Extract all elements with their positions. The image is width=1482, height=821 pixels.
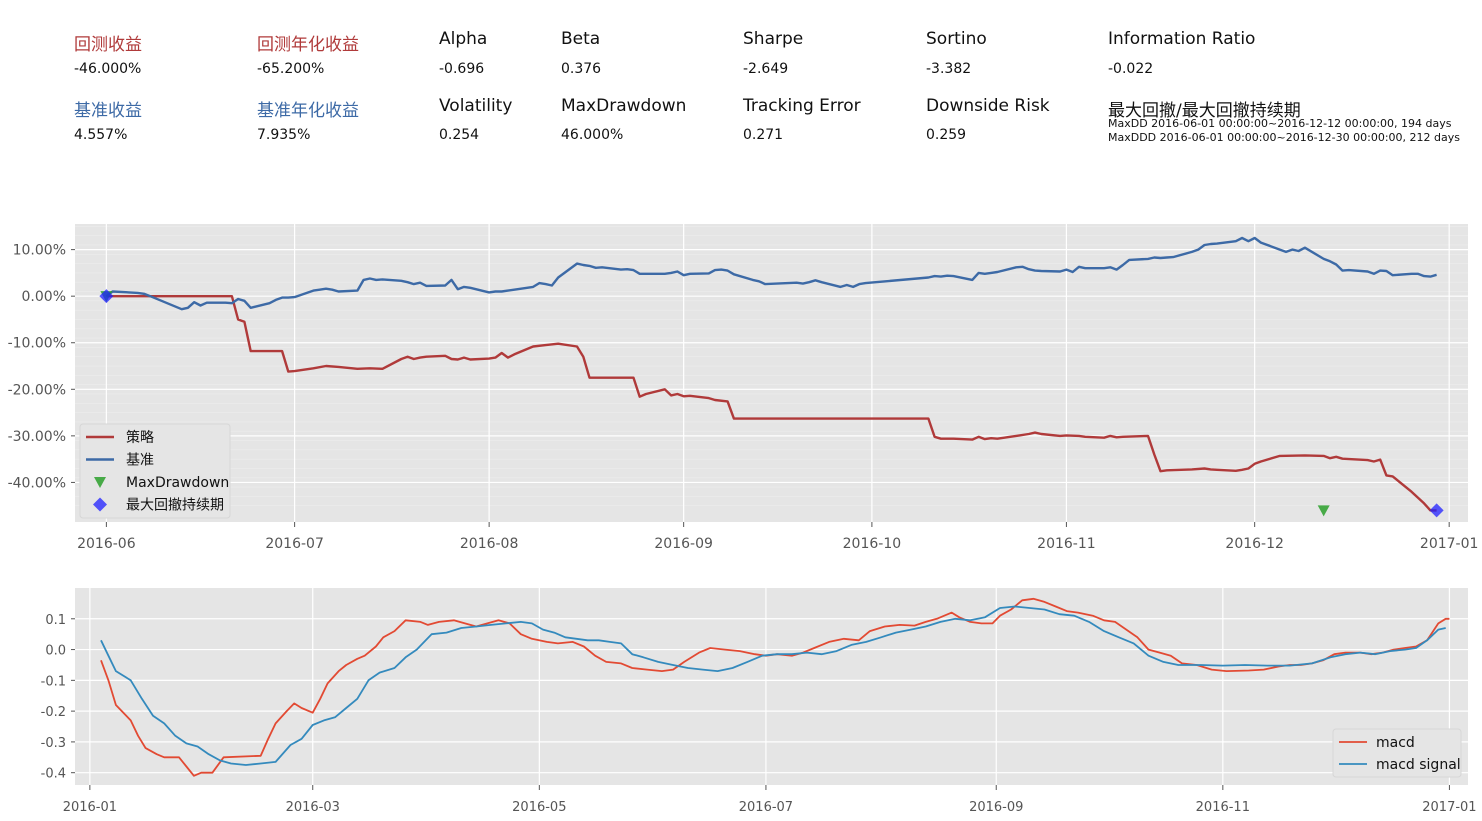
- y-tick-label: 0.00%: [22, 289, 66, 305]
- series-line-strategy: [106, 295, 1437, 512]
- y-tick-label: 0.0: [45, 644, 66, 659]
- returns-chart: 10.00% 0.00% -10.00% -20.00% -30.00% -40.00% 2…: [8, 224, 1479, 552]
- metric-benchmark-return-label: 基准收益: [74, 101, 142, 121]
- legend-label: 最大回撤持续期: [126, 497, 224, 514]
- legend-swatch: [93, 497, 107, 512]
- x-tick-label: 2016-07: [739, 800, 793, 815]
- metric-downside-risk-value: 0.259: [926, 127, 967, 143]
- series-line-benchmark: [105, 236, 1437, 311]
- metric-maxdrawdown-label: MaxDrawdown: [561, 96, 687, 116]
- metric-volatility-label: Volatility: [439, 96, 513, 116]
- metric-backtest-return: 回测收益: [74, 30, 142, 55]
- metric-label: 回测年化收益: [257, 35, 359, 55]
- series-line-signal: [100, 605, 1446, 766]
- x-tick-label: 2016-03: [286, 800, 340, 815]
- x-tick-label: 2016-06: [77, 536, 136, 552]
- x-tick-label: 2016-09: [969, 800, 1023, 815]
- metric-maxdrawdown-value: 46.000%: [561, 127, 624, 143]
- x-tick-label: 2016-07: [265, 536, 324, 552]
- x-tick-label: 2016-11: [1196, 800, 1250, 815]
- metric-value: -65.200%: [257, 61, 325, 77]
- legend-box: [1332, 728, 1462, 778]
- macd-chart: 0.1 0.0 -0.1 -0.2 -0.3 -0.4 2016-01 2016-03 2016…: [41, 588, 1477, 815]
- y-tick-label: -40.00%: [8, 475, 66, 491]
- x-tick-label: 2016-11: [1037, 536, 1096, 552]
- x-tick-label: 2016-10: [843, 536, 902, 552]
- series-line-macd: [100, 597, 1450, 777]
- metric-label: 回测收益: [74, 35, 142, 55]
- legend-label: macd signal: [1376, 757, 1461, 773]
- x-tick-label: 2017-01: [1420, 536, 1479, 552]
- x-tick-label: 2016-08: [460, 536, 519, 552]
- metric-value: -46.000%: [74, 61, 142, 77]
- metric-information-ratio-value: -0.022: [1108, 61, 1154, 77]
- metric-maxddd-text: MaxDDD 2016-06-01 00:00:00~2016-12-30 00…: [1108, 131, 1460, 144]
- metric-maxdd-text: MaxDD 2016-06-01 00:00:00~2016-12-12 00:…: [1108, 117, 1452, 130]
- metric-tracking-error-value: 0.271: [743, 127, 784, 143]
- metric-sortino-value: -3.382: [926, 61, 972, 77]
- y-tick-label: -0.3: [41, 736, 66, 751]
- metric-downside-risk-label: Downside Risk: [926, 96, 1050, 116]
- y-tick-label: -0.4: [41, 767, 66, 782]
- marker-max-dd-duration: [1429, 503, 1444, 518]
- plot-area: [75, 224, 1468, 522]
- metric-information-ratio-label: Information Ratio: [1108, 29, 1256, 49]
- metric-alpha-label: Alpha: [439, 29, 488, 49]
- metric-beta-label: Beta: [561, 29, 601, 49]
- x-tick-label: 2016-12: [1225, 536, 1284, 552]
- y-tick-label: 10.00%: [13, 243, 66, 259]
- plot-area: [75, 588, 1468, 785]
- x-tick-label: 2016-05: [512, 800, 566, 815]
- marker-max-dd-duration: [99, 289, 114, 304]
- legend-label: 策略: [126, 429, 154, 446]
- metric-benchmark-return-value: 4.557%: [74, 127, 128, 143]
- metric-benchmark-annual-return-label: 基准年化收益: [257, 101, 359, 121]
- y-tick-label: -0.2: [41, 705, 66, 720]
- x-tick-label: 2017-01: [1422, 800, 1476, 815]
- legend-label: MaxDrawdown: [126, 475, 229, 491]
- legend-swatch: [94, 477, 106, 488]
- metric-sharpe-value: -2.649: [743, 61, 789, 77]
- metric-sortino-label: Sortino: [926, 29, 987, 49]
- y-tick-label: -10.00%: [8, 336, 66, 352]
- metric-beta-value: 0.376: [561, 61, 602, 77]
- metric-backtest-annual-return: 回测年化收益: [257, 30, 359, 55]
- metric-volatility-value: 0.254: [439, 127, 480, 143]
- metric-tracking-error-label: Tracking Error: [743, 96, 861, 116]
- y-tick-label: 0.1: [45, 613, 66, 628]
- metric-alpha-value: -0.696: [439, 61, 485, 77]
- legend-label: macd: [1376, 735, 1415, 751]
- y-tick-label: -30.00%: [8, 429, 66, 445]
- metric-drawdown-label: 最大回撤/最大回撤持续期: [1108, 101, 1301, 121]
- metric-sharpe-label: Sharpe: [743, 29, 804, 49]
- metric-benchmark-annual-return-value: 7.935%: [257, 127, 311, 143]
- marker-maxdrawdown: [1317, 505, 1330, 517]
- legend-label: 基准: [126, 452, 154, 469]
- y-tick-label: -20.00%: [8, 382, 66, 398]
- x-tick-label: 2016-01: [63, 800, 117, 815]
- legend-box: [79, 423, 231, 519]
- x-tick-label: 2016-09: [654, 536, 713, 552]
- y-tick-label: -0.1: [41, 674, 66, 689]
